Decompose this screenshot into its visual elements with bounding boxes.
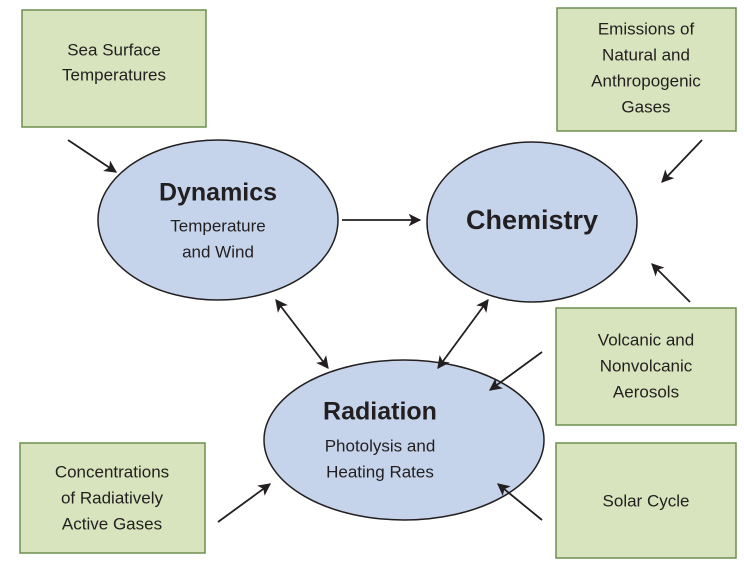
box-text: Volcanic and (598, 330, 694, 349)
input-box (555, 307, 737, 426)
process-subtitle: Photolysis and (325, 436, 436, 455)
process-subtitle: and Wind (182, 242, 254, 261)
box-text: Aerosols (613, 382, 679, 401)
arrow (488, 351, 543, 391)
box-text: Natural and (602, 45, 690, 64)
box-text: Concentrations (55, 462, 169, 481)
box-text: Anthropogenic (591, 71, 701, 90)
process-title: Chemistry (466, 205, 598, 235)
double-arrow (437, 298, 489, 370)
process-subtitle: Heating Rates (326, 462, 434, 481)
box-text: Nonvolcanic (600, 356, 693, 375)
process-title: Dynamics (159, 179, 277, 207)
box-text: Temperatures (62, 65, 166, 84)
input-box (556, 7, 737, 132)
arrow (67, 139, 118, 173)
process-ellipse (263, 359, 545, 521)
box-text: of Radiatively (61, 488, 164, 507)
box-text: Solar Cycle (603, 491, 690, 510)
arrow (217, 483, 272, 523)
arrow (661, 139, 703, 183)
arrow (651, 263, 691, 303)
box-text: Active Gases (62, 514, 162, 533)
box-text: Gases (621, 97, 670, 116)
process-title: Radiation (323, 398, 437, 426)
process-ellipse (97, 139, 339, 301)
input-box (21, 9, 207, 128)
process-subtitle: Temperature (170, 216, 265, 235)
arrow (497, 483, 543, 521)
input-box (19, 442, 206, 554)
box-text: Sea Surface (67, 40, 161, 59)
process-ellipse (426, 141, 638, 303)
double-arrow (275, 298, 329, 370)
box-text: Emissions of (598, 19, 695, 38)
input-box (555, 442, 737, 559)
